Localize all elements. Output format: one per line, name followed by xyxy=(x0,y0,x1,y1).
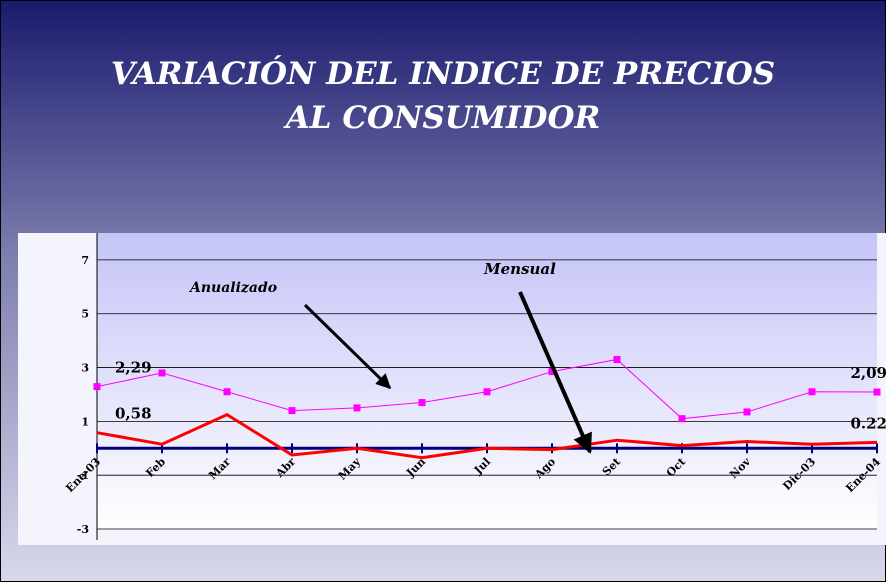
point xyxy=(158,369,166,377)
point xyxy=(353,404,361,412)
point xyxy=(223,388,231,396)
y-tick-label: 1 xyxy=(81,415,89,428)
arrow xyxy=(518,291,592,454)
point xyxy=(808,388,816,396)
y-tick-label: 3 xyxy=(81,362,89,375)
point xyxy=(548,368,556,376)
arrow xyxy=(303,303,392,390)
point xyxy=(613,355,621,363)
data-label: 2,09 xyxy=(850,364,886,382)
point xyxy=(483,388,491,396)
series-line xyxy=(96,412,878,460)
annotation: Mensual xyxy=(483,260,556,278)
point xyxy=(743,408,751,416)
y-tick-label: -1 xyxy=(77,469,89,482)
title: VARIACIÓN DEL INDICE DE PRECIOS AL CONSU… xyxy=(110,56,776,136)
plot-area xyxy=(97,233,877,529)
data-label: 0.22 xyxy=(850,414,886,432)
point xyxy=(678,415,686,423)
y-tick-label: 5 xyxy=(81,308,89,321)
point xyxy=(93,383,101,391)
data-label: 2,29 xyxy=(115,359,152,377)
y-tick-label: 7 xyxy=(81,254,89,267)
annotation: Anualizado xyxy=(188,280,277,296)
data-label: 0,58 xyxy=(115,405,152,423)
point xyxy=(418,399,426,407)
point xyxy=(288,407,296,415)
point xyxy=(873,388,881,396)
y-tick-label: -3 xyxy=(77,523,89,536)
